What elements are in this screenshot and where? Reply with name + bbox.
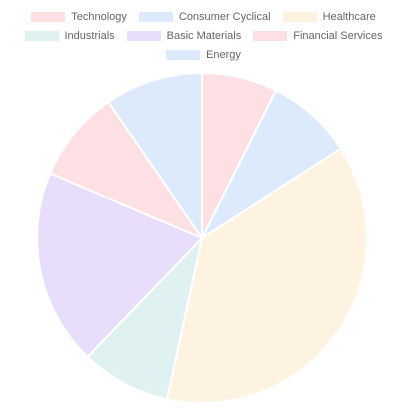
- pie-slice-energy[interactable]: [107, 71, 203, 242]
- pie-slice-basic-materials[interactable]: [36, 172, 204, 359]
- legend-label-technology: Technology: [71, 11, 127, 23]
- legend-label-healthcare: Healthcare: [322, 11, 376, 23]
- chart-legend: Technology Consumer Cyclical Healthcare …: [0, 9, 407, 63]
- legend-label-financial-services: Financial Services: [293, 30, 383, 42]
- legend-row: Energy: [166, 47, 241, 63]
- legend-swatch-healthcare: [282, 12, 317, 22]
- legend-row: Industrials Basic Materials Financial Se…: [24, 28, 382, 44]
- legend-label-industrials: Industrials: [64, 30, 115, 42]
- pie-slice-consumer-cyclical[interactable]: [199, 89, 343, 241]
- legend-label-basic-materials: Basic Materials: [166, 30, 242, 42]
- legend-swatch-energy: [166, 50, 201, 60]
- pie-slice-industrials[interactable]: [86, 234, 204, 401]
- legend-item-financial-services[interactable]: Financial Services: [253, 30, 382, 42]
- pie-slices: [36, 71, 369, 404]
- legend-item-healthcare[interactable]: Healthcare: [282, 11, 376, 23]
- legend-item-basic-materials[interactable]: Basic Materials: [126, 30, 242, 42]
- legend-item-industrials[interactable]: Industrials: [24, 30, 115, 42]
- legend-swatch-industrials: [24, 31, 59, 41]
- pie-slice-healthcare[interactable]: [165, 147, 369, 404]
- legend-swatch-technology: [31, 12, 66, 22]
- legend-swatch-basic-materials: [126, 31, 161, 41]
- legend-item-consumer-cyclical[interactable]: Consumer Cyclical: [138, 11, 271, 23]
- legend-label-energy: Energy: [206, 49, 241, 61]
- legend-row: Technology Consumer Cyclical Healthcare: [31, 9, 376, 25]
- legend-swatch-financial-services: [253, 31, 288, 41]
- legend-item-technology[interactable]: Technology: [31, 11, 127, 23]
- legend-item-energy[interactable]: Energy: [166, 49, 241, 61]
- pie-slice-financial-services[interactable]: [48, 100, 205, 241]
- legend-label-consumer-cyclical: Consumer Cyclical: [178, 11, 271, 23]
- legend-swatch-consumer-cyclical: [138, 12, 173, 22]
